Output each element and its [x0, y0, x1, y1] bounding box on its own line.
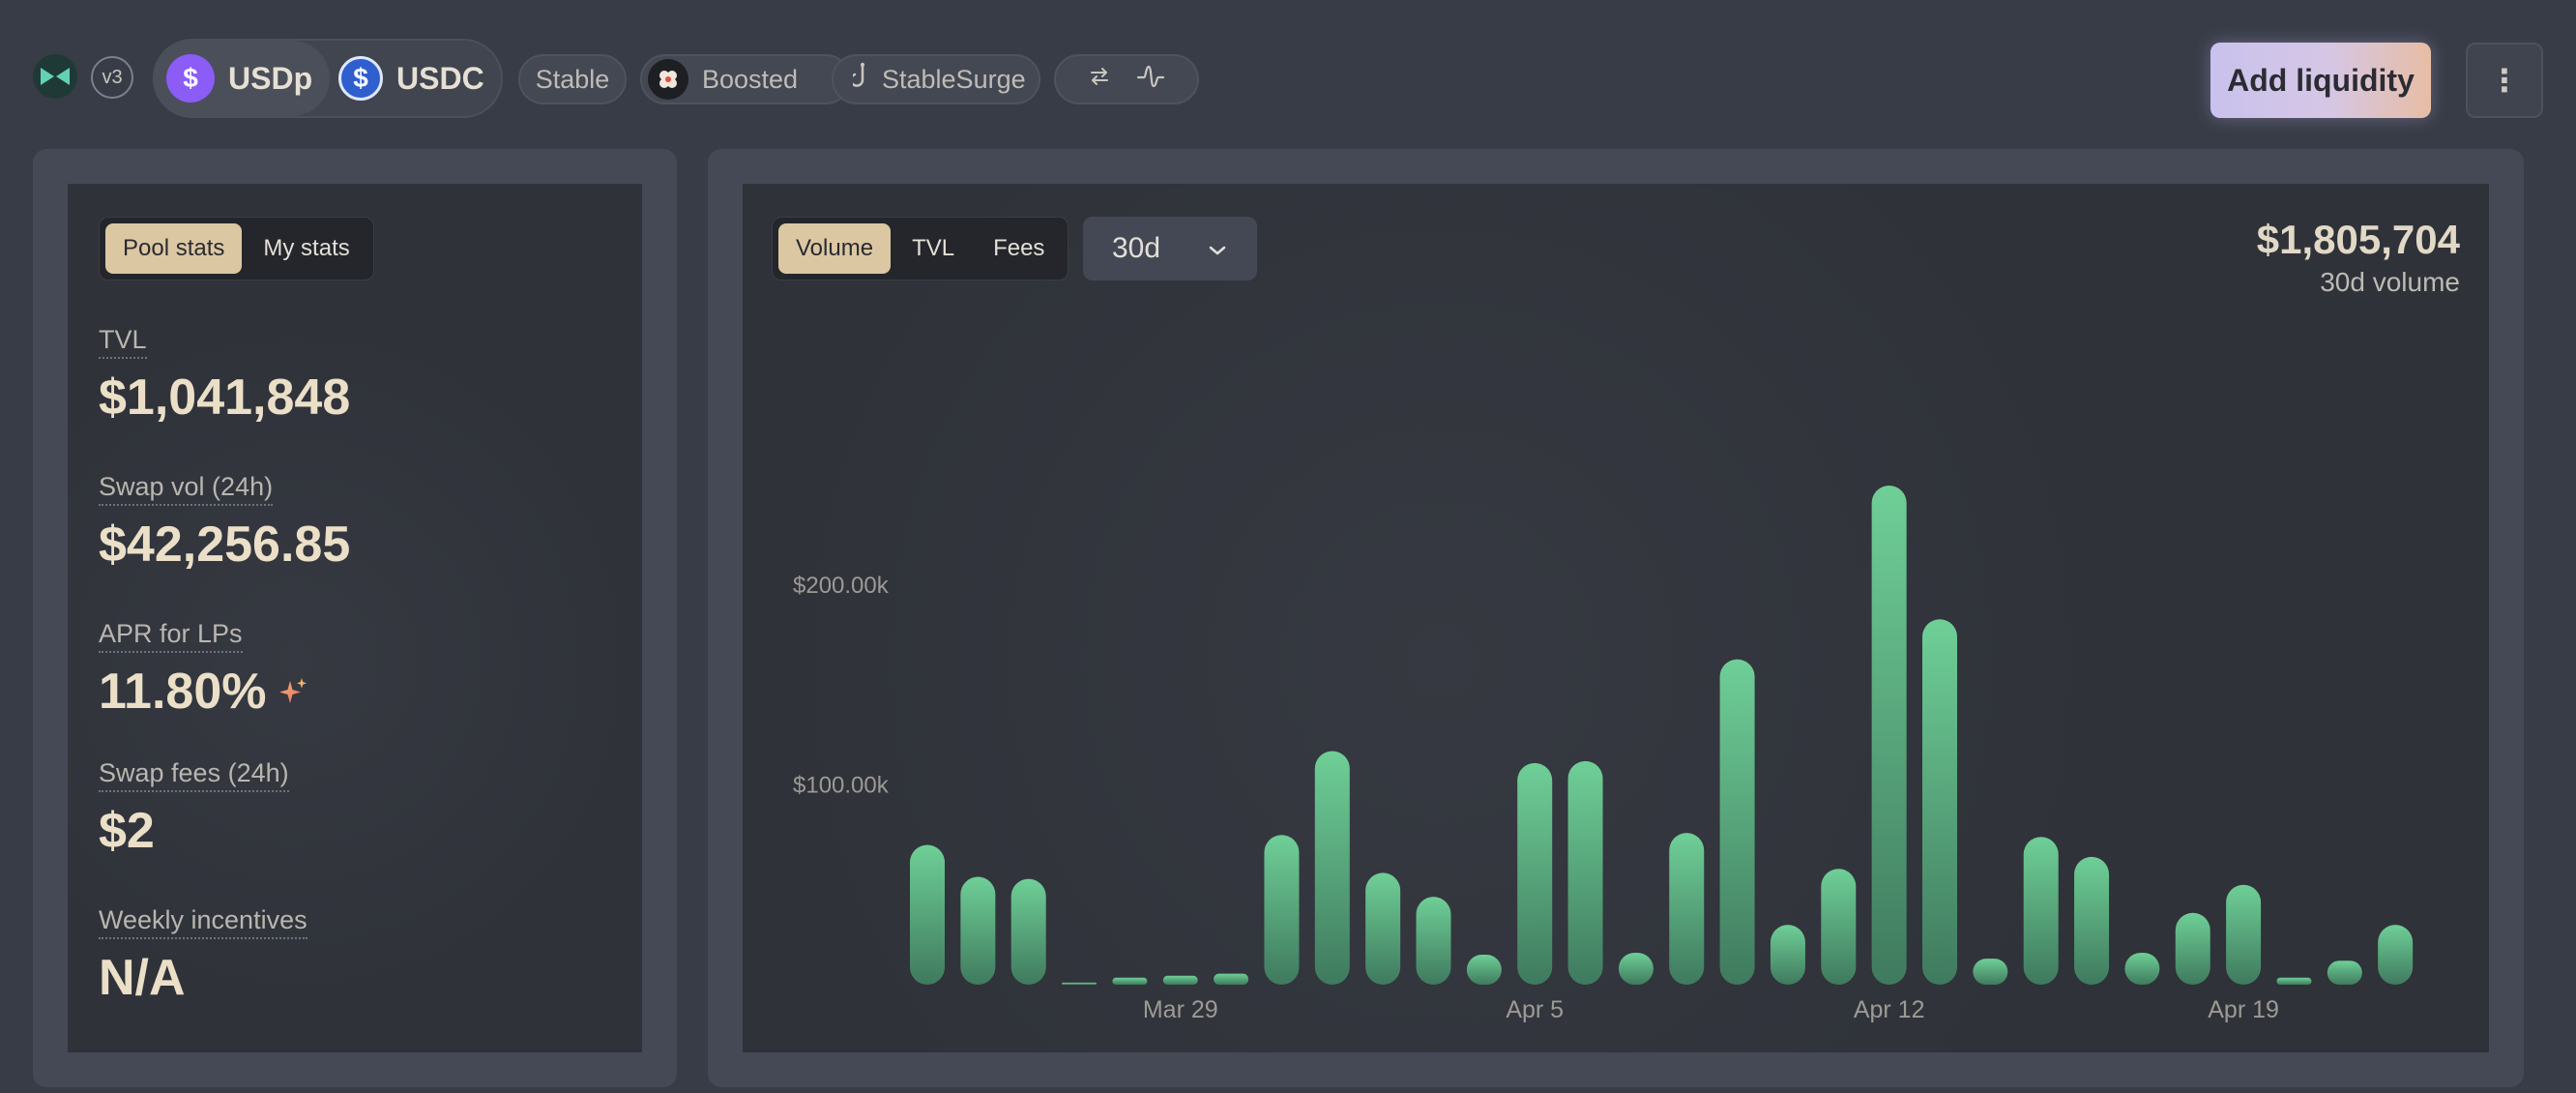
more-options-button[interactable]: ⋮: [2466, 43, 2543, 118]
protocol-logo-icon: [33, 54, 77, 99]
y-tick-label: $200.00k: [793, 573, 890, 599]
chart-card: Volume TVL Fees 30d $1,805,704 30d volum…: [708, 149, 2524, 1087]
boosted-badge-icon: [648, 59, 688, 100]
volume-bar[interactable]: [1821, 869, 1857, 985]
tag-stablesurge[interactable]: StableSurge: [832, 54, 1040, 104]
stat-apr: APR for LPs 11.80%: [99, 619, 309, 721]
sparkle-icon[interactable]: [277, 663, 309, 721]
volume-bar[interactable]: [2074, 856, 2110, 985]
chart-tab-switcher: Volume TVL Fees: [772, 217, 1069, 281]
stat-value: $42,256.85: [99, 516, 350, 574]
swap-fees-value: $2: [99, 803, 155, 859]
total-volume-value: $1,805,704: [2256, 217, 2460, 262]
volume-bar[interactable]: [2276, 977, 2312, 985]
volume-bar[interactable]: [1466, 955, 1502, 985]
total-volume-label: 30d volume: [2320, 267, 2460, 297]
swap-arrows-icon: [1088, 65, 1111, 95]
chart-panel: Volume TVL Fees 30d $1,805,704 30d volum…: [743, 184, 2489, 1052]
more-vertical-icon: ⋮: [2489, 63, 2520, 98]
stat-value: $2: [99, 802, 289, 860]
pool-header: v3 $ USDp $ USDC Stable Boosted StableSu…: [33, 37, 2543, 124]
token-usdp[interactable]: $ USDp: [155, 41, 331, 116]
volume-bar[interactable]: [960, 876, 996, 985]
range-value: 30d: [1112, 232, 1161, 264]
volume-bar[interactable]: [1973, 959, 2008, 985]
volume-bar-chart: $100.00k $200.00k Mar 29 Apr 5 Apr 12 Apr 19: [793, 486, 2414, 1023]
stat-value: N/A: [99, 949, 307, 1007]
y-tick-label: $100.00k: [793, 773, 890, 799]
volume-bar[interactable]: [1214, 973, 1249, 985]
tab-fees[interactable]: Fees: [993, 235, 1045, 261]
tag-label: Boosted: [702, 64, 799, 94]
stats-tab-switcher: Pool stats My stats: [99, 217, 374, 281]
swap-volume-value: $42,256.85: [99, 517, 351, 573]
volume-bar[interactable]: [1010, 878, 1046, 985]
volume-bar[interactable]: [910, 844, 945, 985]
token-symbol: USDp: [228, 60, 313, 96]
stat-label[interactable]: Swap fees (24h): [99, 758, 289, 792]
volume-bar[interactable]: [1871, 486, 1907, 985]
stat-value: $1,041,848: [99, 369, 350, 427]
volume-bar[interactable]: [1162, 975, 1198, 985]
apr-value: 11.80%: [99, 664, 267, 720]
volume-bar[interactable]: [1922, 619, 1957, 985]
tab-my-stats[interactable]: My stats: [263, 235, 350, 261]
tag-hooks[interactable]: [1054, 54, 1199, 104]
volume-bar[interactable]: [1618, 952, 1654, 985]
stat-swap-fees: Swap fees (24h) $2: [99, 758, 289, 860]
volume-bar[interactable]: [1567, 760, 1603, 985]
volume-bar[interactable]: [1365, 872, 1401, 985]
tag-label: StableSurge: [882, 64, 1026, 94]
tag-stable[interactable]: Stable: [518, 54, 627, 104]
tag-label: Stable: [535, 64, 610, 94]
tab-volume[interactable]: Volume: [778, 223, 892, 274]
volume-bar[interactable]: [1669, 833, 1705, 985]
pool-stats-panel: Pool stats My stats TVL $1,041,848 Swap …: [68, 184, 642, 1052]
volume-bar[interactable]: [2378, 925, 2414, 985]
stat-value: 11.80%: [99, 663, 309, 721]
volume-bar[interactable]: [1062, 982, 1098, 985]
volume-bar[interactable]: [1719, 659, 1755, 985]
token-symbol: USDC: [396, 60, 484, 96]
pulse-icon: [1136, 64, 1165, 96]
usdc-dollar-icon: $: [338, 56, 383, 101]
volume-bar[interactable]: [1517, 762, 1553, 985]
volume-bar[interactable]: [1264, 835, 1300, 985]
stat-weekly-incentives: Weekly incentives N/A: [99, 905, 307, 1007]
volume-bar[interactable]: [1112, 977, 1148, 985]
volume-bar[interactable]: [1314, 751, 1350, 985]
chart-total: $1,805,704 30d volume: [2257, 217, 2460, 298]
stat-label[interactable]: Weekly incentives: [99, 905, 307, 939]
x-tick-label: Mar 29: [1143, 996, 1218, 1023]
hook-icon: [849, 62, 872, 98]
x-tick-label: Apr 19: [2208, 996, 2279, 1023]
volume-bar[interactable]: [2175, 912, 2210, 985]
pool-stats-card: Pool stats My stats TVL $1,041,848 Swap …: [33, 149, 677, 1087]
usdp-dollar-icon: $: [166, 54, 215, 103]
stat-label[interactable]: Swap vol (24h): [99, 472, 274, 506]
volume-bar[interactable]: [2124, 952, 2160, 985]
x-tick-label: Apr 12: [1854, 996, 1925, 1023]
version-badge: v3: [91, 56, 133, 99]
range-dropdown[interactable]: 30d: [1083, 217, 1257, 281]
volume-bar[interactable]: [2327, 960, 2362, 985]
tab-tvl[interactable]: TVL: [912, 235, 955, 261]
tag-boosted[interactable]: Boosted: [640, 54, 851, 104]
volume-bar[interactable]: [1416, 897, 1451, 985]
volume-bar[interactable]: [2226, 884, 2262, 985]
tvl-value: $1,041,848: [99, 369, 351, 426]
chevron-down-icon: [1207, 232, 1228, 265]
volume-bar[interactable]: [2023, 837, 2059, 985]
token-usdc[interactable]: $ USDC: [338, 41, 484, 116]
stat-label[interactable]: TVL: [99, 325, 147, 359]
x-tick-label: Apr 5: [1506, 996, 1564, 1023]
token-pair: $ USDp $ USDC: [153, 39, 503, 118]
volume-bar[interactable]: [1770, 925, 1805, 985]
stat-tvl: TVL $1,041,848: [99, 325, 350, 427]
stat-swap-volume: Swap vol (24h) $42,256.85: [99, 472, 350, 574]
add-liquidity-button[interactable]: Add liquidity: [2210, 43, 2431, 118]
stat-label[interactable]: APR for LPs: [99, 619, 243, 653]
weekly-incentives-value: N/A: [99, 950, 186, 1006]
tab-pool-stats[interactable]: Pool stats: [105, 223, 243, 274]
